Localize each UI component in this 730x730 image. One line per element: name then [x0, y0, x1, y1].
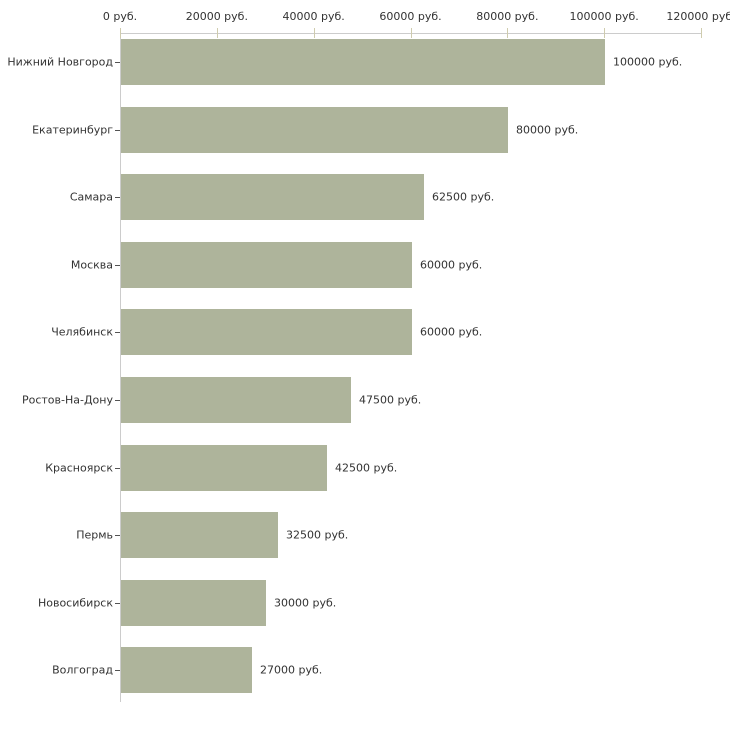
category-tick [115, 468, 120, 469]
x-axis-tick [410, 28, 412, 38]
category-tick [115, 62, 120, 63]
category-label: Москва [70, 258, 113, 272]
x-axis-tick-label: 100000 руб. [569, 10, 639, 23]
value-label: 42500 руб. [335, 461, 398, 475]
bar [121, 512, 278, 558]
category-label: Новосибирск [37, 596, 113, 610]
bar [121, 242, 412, 288]
x-axis-tick [604, 28, 606, 38]
bar [121, 580, 266, 626]
category-label: Пермь [76, 528, 113, 542]
bar [121, 39, 605, 85]
x-axis-tick-label: 40000 руб. [282, 10, 345, 23]
category-label: Екатеринбург [32, 123, 113, 137]
category-tick [115, 130, 120, 131]
category-tick [115, 603, 120, 604]
y-axis-line [120, 33, 121, 702]
value-label: 62500 руб. [432, 190, 495, 204]
category-tick [115, 670, 120, 671]
category-label: Челябинск [51, 325, 113, 339]
bar [121, 309, 412, 355]
x-axis-tick-label: 0 руб. [102, 10, 138, 23]
x-axis-tick [120, 28, 121, 38]
category-tick [115, 332, 120, 333]
bar [121, 174, 424, 220]
x-axis-tick [701, 28, 702, 38]
value-label: 80000 руб. [516, 123, 579, 137]
value-label: 27000 руб. [260, 663, 323, 677]
bar [121, 377, 351, 423]
category-label: Нижний Новгород [7, 55, 113, 69]
value-label: 30000 руб. [274, 596, 337, 610]
category-label: Самара [69, 190, 113, 204]
x-axis-tick-label: 80000 руб. [476, 10, 539, 23]
value-label: 32500 руб. [286, 528, 349, 542]
x-axis-tick [507, 28, 509, 38]
x-axis-tick [313, 28, 315, 38]
bar [121, 647, 252, 693]
bar [121, 107, 508, 153]
bar [121, 445, 327, 491]
value-label: 100000 руб. [613, 55, 683, 69]
value-label: 47500 руб. [359, 393, 422, 407]
x-axis-tick-label: 20000 руб. [185, 10, 248, 23]
category-label: Красноярск [45, 461, 113, 475]
category-tick [115, 535, 120, 536]
category-tick [115, 265, 120, 266]
category-tick [115, 197, 120, 198]
value-label: 60000 руб. [420, 325, 483, 339]
x-axis-tick-label: 60000 руб. [379, 10, 442, 23]
value-label: 60000 руб. [420, 258, 483, 272]
x-axis-tick-label: 120000 руб. [666, 10, 730, 23]
category-tick [115, 400, 120, 401]
x-axis-tick [216, 28, 218, 38]
category-label: Волгоград [52, 663, 113, 677]
category-label: Ростов-На-Дону [21, 393, 113, 407]
